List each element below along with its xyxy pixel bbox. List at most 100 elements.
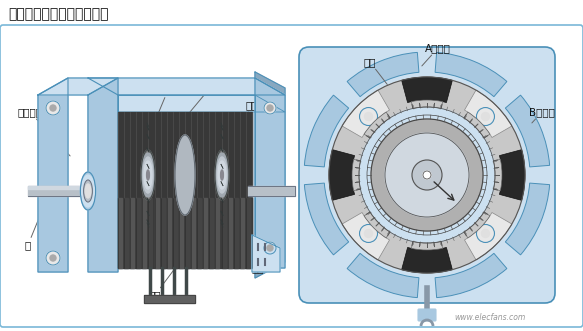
Circle shape xyxy=(327,75,527,275)
Polygon shape xyxy=(130,198,134,268)
Circle shape xyxy=(482,229,490,237)
Wedge shape xyxy=(435,52,507,97)
Ellipse shape xyxy=(82,175,94,207)
Ellipse shape xyxy=(141,150,155,200)
Text: 定子: 定子 xyxy=(364,57,388,86)
Wedge shape xyxy=(402,77,452,103)
Circle shape xyxy=(264,242,276,254)
Polygon shape xyxy=(118,95,255,268)
Polygon shape xyxy=(246,198,250,268)
Circle shape xyxy=(476,108,494,125)
Polygon shape xyxy=(167,198,171,268)
Ellipse shape xyxy=(83,180,92,202)
Text: 转子: 转子 xyxy=(344,186,368,203)
Ellipse shape xyxy=(80,172,96,210)
Circle shape xyxy=(46,251,60,265)
Wedge shape xyxy=(464,212,490,238)
Polygon shape xyxy=(191,198,195,268)
Polygon shape xyxy=(222,198,226,268)
Wedge shape xyxy=(329,150,354,200)
FancyBboxPatch shape xyxy=(299,47,555,303)
Wedge shape xyxy=(342,90,389,137)
Polygon shape xyxy=(88,78,285,95)
Wedge shape xyxy=(465,213,512,260)
Polygon shape xyxy=(144,295,195,303)
Wedge shape xyxy=(402,248,452,273)
Circle shape xyxy=(359,107,495,243)
Wedge shape xyxy=(435,253,507,298)
Polygon shape xyxy=(28,186,93,189)
Text: 转子1: 转子1 xyxy=(149,85,178,135)
Ellipse shape xyxy=(143,157,153,193)
Circle shape xyxy=(329,77,525,273)
Polygon shape xyxy=(252,235,280,272)
Polygon shape xyxy=(38,78,68,272)
Polygon shape xyxy=(118,95,285,112)
Text: 滚珠轴承: 滚珠轴承 xyxy=(17,107,70,156)
Circle shape xyxy=(360,224,378,243)
FancyBboxPatch shape xyxy=(418,309,436,321)
Ellipse shape xyxy=(216,153,228,197)
Polygon shape xyxy=(209,198,213,268)
Circle shape xyxy=(423,171,431,179)
Ellipse shape xyxy=(175,135,195,215)
Polygon shape xyxy=(185,198,189,268)
Circle shape xyxy=(364,113,373,120)
Text: B相绕组: B相绕组 xyxy=(529,107,555,123)
Polygon shape xyxy=(197,198,201,268)
Text: 定子: 定子 xyxy=(249,231,264,273)
Circle shape xyxy=(476,224,494,243)
Text: 轴: 轴 xyxy=(25,199,47,250)
Polygon shape xyxy=(154,198,159,268)
Circle shape xyxy=(264,102,276,114)
Text: 两相混合式步进电机结构：: 两相混合式步进电机结构： xyxy=(8,7,108,21)
Polygon shape xyxy=(161,198,164,268)
Wedge shape xyxy=(500,150,525,200)
Ellipse shape xyxy=(85,184,91,198)
Circle shape xyxy=(371,119,483,231)
Circle shape xyxy=(360,108,378,125)
Wedge shape xyxy=(464,112,490,138)
Circle shape xyxy=(267,105,273,111)
Circle shape xyxy=(482,113,490,120)
Polygon shape xyxy=(124,198,128,268)
Text: A相绕组: A相绕组 xyxy=(422,43,451,66)
Polygon shape xyxy=(38,78,118,95)
Wedge shape xyxy=(342,213,389,260)
Polygon shape xyxy=(118,198,252,268)
Polygon shape xyxy=(136,198,141,268)
Ellipse shape xyxy=(218,161,226,189)
Wedge shape xyxy=(347,52,419,97)
Polygon shape xyxy=(227,198,231,268)
Ellipse shape xyxy=(215,150,229,200)
Wedge shape xyxy=(364,212,390,238)
Wedge shape xyxy=(304,95,349,167)
Ellipse shape xyxy=(217,157,227,193)
FancyBboxPatch shape xyxy=(0,25,583,327)
Polygon shape xyxy=(88,78,118,272)
Polygon shape xyxy=(118,198,122,268)
Polygon shape xyxy=(234,198,238,268)
Polygon shape xyxy=(28,186,93,196)
Circle shape xyxy=(385,133,469,217)
Text: 绕组: 绕组 xyxy=(149,257,183,300)
Ellipse shape xyxy=(220,170,223,180)
Wedge shape xyxy=(364,112,390,138)
Wedge shape xyxy=(465,90,512,137)
Polygon shape xyxy=(255,72,285,278)
Text: www.elecfans.com: www.elecfans.com xyxy=(454,313,526,322)
Wedge shape xyxy=(352,160,360,191)
Polygon shape xyxy=(255,78,285,268)
Wedge shape xyxy=(412,242,442,250)
Polygon shape xyxy=(149,198,153,268)
Circle shape xyxy=(412,160,442,190)
Wedge shape xyxy=(505,183,550,255)
Ellipse shape xyxy=(146,170,149,180)
Circle shape xyxy=(46,101,60,115)
Circle shape xyxy=(267,245,273,251)
Wedge shape xyxy=(412,100,442,109)
Circle shape xyxy=(361,109,493,241)
Polygon shape xyxy=(203,198,208,268)
Wedge shape xyxy=(347,253,419,298)
Ellipse shape xyxy=(142,153,154,197)
